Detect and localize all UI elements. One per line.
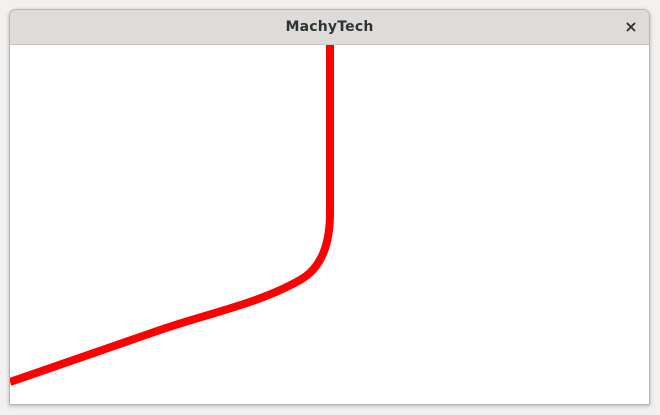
drawing-canvas[interactable] (10, 45, 649, 404)
app-window: MachyTech × (9, 9, 650, 405)
title-bar[interactable]: MachyTech × (10, 10, 649, 45)
red-path (10, 45, 334, 386)
drawing-svg (10, 45, 334, 386)
window-title: MachyTech (285, 19, 374, 35)
close-icon[interactable]: × (624, 17, 638, 36)
